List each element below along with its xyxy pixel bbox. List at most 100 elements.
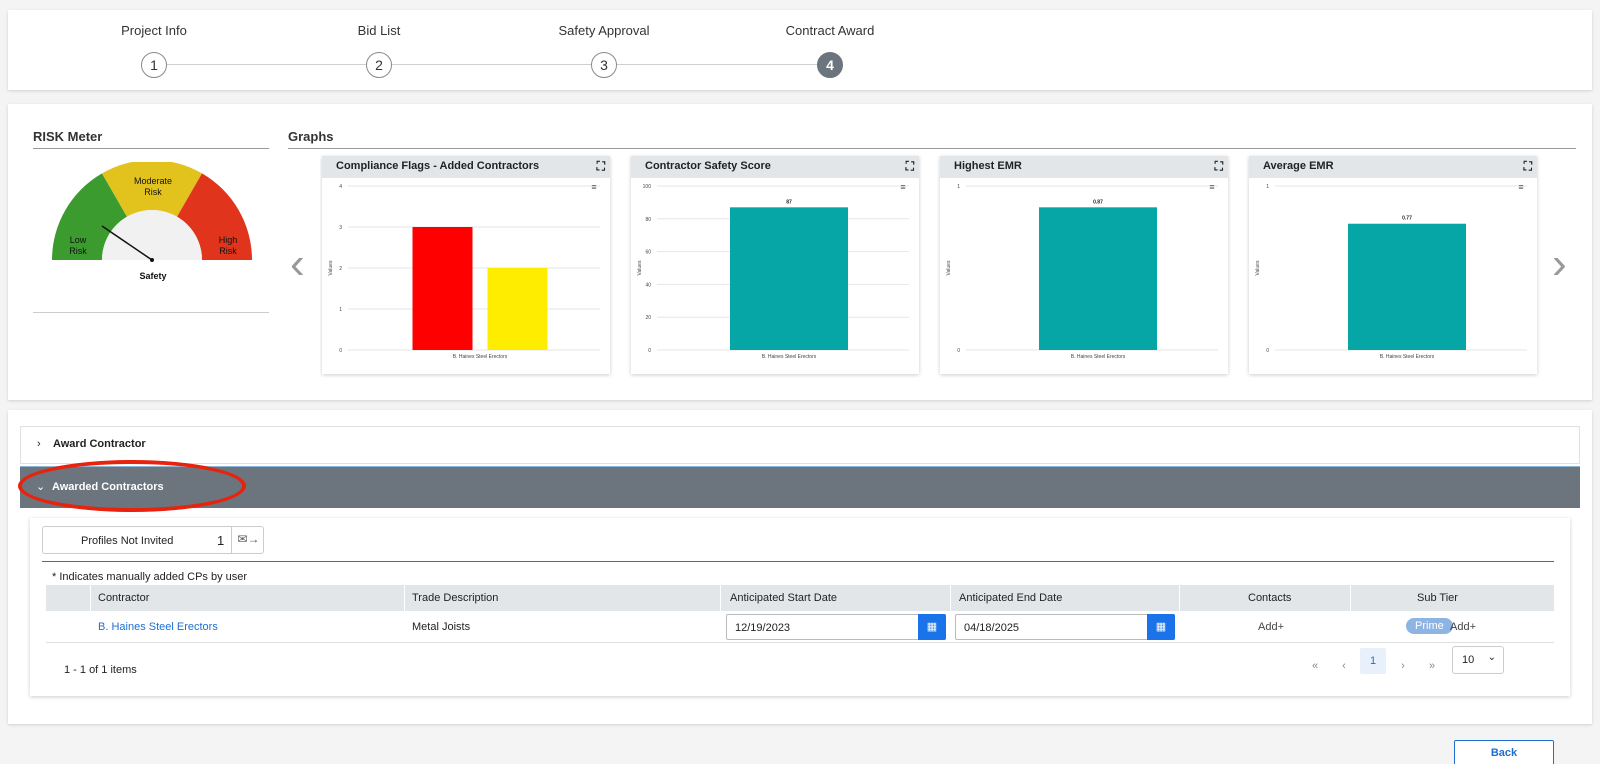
chart-title: Highest EMR	[954, 160, 1022, 172]
first-page-icon[interactable]: «	[1311, 660, 1319, 672]
profiles-not-invited-count: 1	[217, 533, 225, 548]
y-tick-label: 40	[645, 282, 651, 288]
risk-graphs-card: RISK Meter Low Risk Moderate Risk High R…	[8, 104, 1592, 400]
y-tick-label: 60	[645, 250, 651, 256]
step-label: Contract Award	[785, 23, 875, 38]
expand-icon[interactable]: ⛶	[905, 159, 914, 173]
end-date-picker[interactable]: 04/18/2025 ▦	[955, 614, 1175, 640]
chart-plot: 0 20 40 60 80 100 ≡ Values 87 B. Haines Steel Ere…	[637, 182, 909, 360]
bar	[1039, 207, 1157, 350]
pager-info: 1 - 1 of 1 items	[64, 664, 137, 676]
award-accordion-card: › Award Contractor ⌄ Awarded Contractors P…	[8, 410, 1592, 724]
page-size-value: 10	[1462, 654, 1475, 666]
contractor-link[interactable]: B. Haines Steel Erectors	[98, 621, 218, 633]
chart-title: Compliance Flags - Added Contractors	[336, 160, 540, 172]
last-page-icon[interactable]: »	[1428, 660, 1436, 672]
chevron-down-icon: ⌄	[1487, 652, 1496, 663]
y-tick-label: 0	[1266, 348, 1269, 354]
send-invite-icon[interactable]: ✉→	[231, 526, 265, 554]
stepper-line	[167, 64, 837, 65]
expand-icon[interactable]: ⛶	[1214, 159, 1223, 173]
step-label: Bid List	[357, 23, 401, 38]
column-header-start-date[interactable]: Anticipated Start Date	[730, 592, 838, 604]
gauge-needle-hub	[150, 258, 154, 262]
column-separator	[950, 585, 951, 611]
hamburger-menu-icon: ≡	[1518, 182, 1523, 192]
y-tick-label: 1	[957, 184, 960, 190]
column-separator	[90, 585, 91, 611]
step-number[interactable]: 1	[141, 52, 167, 78]
step-contract-award[interactable]: Contract Award 4	[760, 10, 900, 78]
step-safety-approval[interactable]: Safety Approval 3	[534, 10, 674, 78]
start-date-picker[interactable]: 12/19/2023 ▦	[726, 614, 946, 640]
gauge-label-low-2: Risk	[69, 246, 87, 256]
gauge-zone-moderate	[102, 162, 202, 217]
table-row: B. Haines Steel Erectors Metal Joists 12…	[46, 611, 1554, 643]
prev-page-icon[interactable]: ‹	[1342, 660, 1346, 672]
wizard-stepper: Project Info 1 Bid List 2 Safety Approva…	[8, 10, 1592, 90]
trade-description: Metal Joists	[412, 621, 471, 633]
chart-header: Compliance Flags - Added Contractors ⛶	[322, 156, 610, 178]
end-date-value[interactable]: 04/18/2025	[964, 622, 1020, 634]
next-page-icon[interactable]: ›	[1401, 660, 1405, 672]
data-label: 0.77	[1402, 216, 1412, 222]
chevron-right-icon[interactable]: ›	[1552, 239, 1567, 288]
page-number-current[interactable]: 1	[1360, 648, 1386, 674]
column-header-contacts[interactable]: Contacts	[1248, 592, 1292, 604]
chart-title: Contractor Safety Score	[645, 160, 771, 172]
x-tick-label: B. Haines Steel Erectors	[453, 354, 508, 360]
y-tick-label: 1	[339, 307, 342, 313]
column-header-contractor[interactable]: Contractor	[98, 592, 150, 604]
profiles-not-invited-box: Profiles Not Invited 1 ✉→	[42, 526, 264, 554]
expand-icon[interactable]: ⛶	[596, 159, 605, 173]
column-separator	[1350, 585, 1351, 611]
expand-icon[interactable]: ⛶	[1523, 159, 1532, 173]
accordion-award-contractor[interactable]: › Award Contractor	[20, 426, 1580, 464]
chart-panel-safety-score: Contractor Safety Score ⛶ 0 20 40 60 80 100 ≡ V…	[631, 156, 919, 374]
bar	[487, 268, 548, 350]
chart-plot: 0 1 2 3 4 ≡ Values B. Haines Steel Erectors	[328, 182, 600, 360]
calendar-icon[interactable]: ▦	[918, 614, 946, 640]
column-header-end-date[interactable]: Anticipated End Date	[959, 592, 1063, 604]
hamburger-menu-icon: ≡	[1209, 182, 1214, 192]
calendar-icon[interactable]: ▦	[1147, 614, 1175, 640]
panel-divider	[42, 561, 1554, 562]
y-axis-label: Values	[328, 260, 334, 275]
step-number-active[interactable]: 4	[817, 52, 843, 78]
y-tick-label: 20	[645, 315, 651, 321]
column-header-trade[interactable]: Trade Description	[412, 592, 499, 604]
y-tick-label: 100	[643, 184, 652, 190]
y-tick-label: 4	[339, 184, 342, 190]
gauge-label-high-1: High	[219, 235, 238, 245]
step-number[interactable]: 3	[591, 52, 617, 78]
column-header-subtier[interactable]: Sub Tier	[1417, 592, 1458, 604]
accordion-title: Awarded Contractors	[52, 481, 164, 493]
start-date-value[interactable]: 12/19/2023	[735, 622, 791, 634]
chevron-down-icon: ⌄	[36, 481, 46, 493]
add-subtier-link[interactable]: Add+	[1450, 621, 1476, 633]
back-button[interactable]: Back	[1454, 740, 1554, 764]
accordion-awarded-contractors[interactable]: ⌄ Awarded Contractors	[20, 466, 1580, 508]
step-project-info[interactable]: Project Info 1	[84, 10, 224, 78]
y-tick-label: 80	[645, 217, 651, 223]
data-label: 0.87	[1093, 199, 1103, 205]
x-tick-label: B. Haines Steel Erectors	[762, 354, 817, 360]
gauge-center	[102, 210, 202, 260]
step-bid-list[interactable]: Bid List 2	[309, 10, 449, 78]
manual-cp-note: * Indicates manually added CPs by user	[52, 571, 248, 583]
prime-badge: Prime	[1406, 618, 1453, 634]
page-size-select[interactable]: 10 ⌄	[1452, 646, 1504, 674]
step-label: Project Info	[121, 23, 187, 38]
chevron-left-icon[interactable]: ‹	[290, 239, 305, 288]
chart-plot: 0 1 ≡ Values 0.87 B. Haines Steel Erectors	[946, 182, 1218, 360]
add-contact-link[interactable]: Add+	[1258, 621, 1284, 633]
gauge-zone-high	[177, 173, 252, 260]
awarded-contractors-panel: Profiles Not Invited 1 ✉→ * Indicates ma…	[30, 518, 1570, 696]
y-tick-label: 1	[1266, 184, 1269, 190]
y-tick-label: 3	[339, 225, 342, 231]
gauge-label-moderate-2: Risk	[144, 187, 162, 197]
gauge-label-high-2: Risk	[219, 246, 237, 256]
x-tick-label: B. Haines Steel Erectors	[1071, 354, 1126, 360]
gauge-caption: Safety	[139, 271, 166, 281]
step-number[interactable]: 2	[366, 52, 392, 78]
